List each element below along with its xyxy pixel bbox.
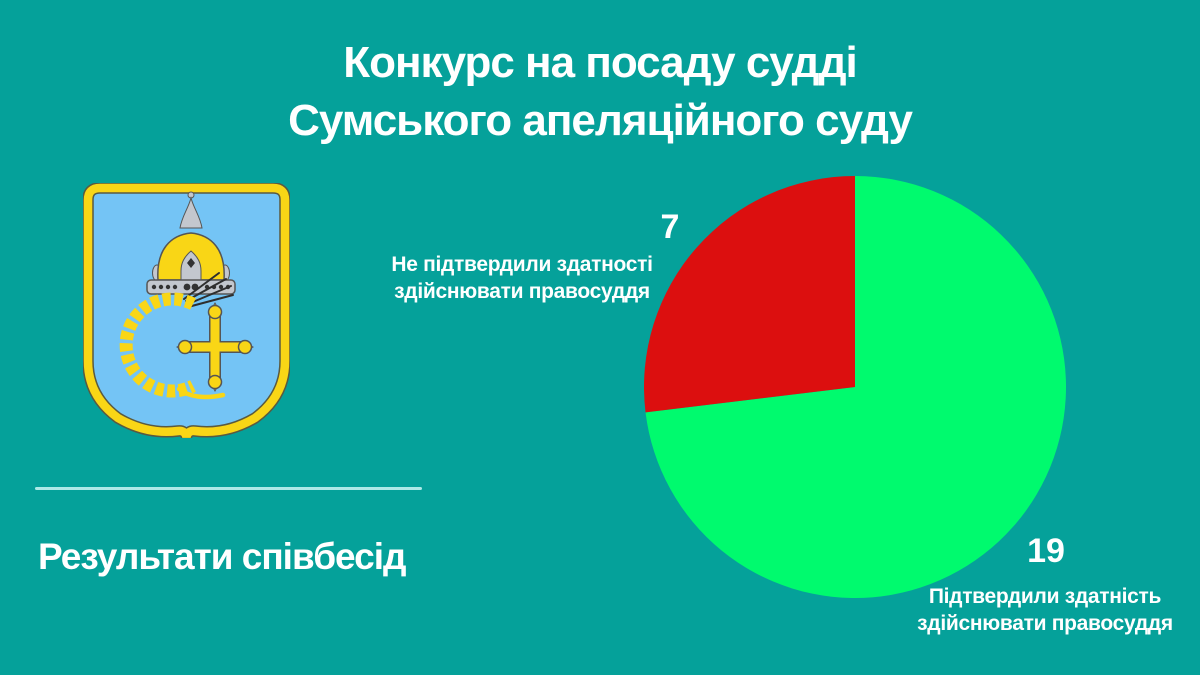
wheat-icon	[119, 272, 234, 400]
sumy-oblast-coat-of-arms-icon	[83, 183, 290, 438]
pie-label-not-confirmed-line2: здійснювати правосуддя	[394, 280, 650, 303]
pie-label-confirmed-line2: здійснювати правосуддя	[917, 612, 1173, 635]
pie-slice-confirmed	[645, 176, 1066, 598]
shield-icon	[83, 183, 290, 438]
pie-value-not-confirmed: 7	[660, 208, 680, 246]
cross-icon	[175, 301, 255, 393]
page-title-line1: Конкурс на посаду судді	[343, 38, 858, 87]
page-title-line2: Сумського апеляційного суду	[288, 96, 913, 145]
pie-chart	[644, 176, 1066, 598]
coat-of-arms-svg	[83, 183, 290, 438]
section-label: Результати співбесід	[38, 536, 406, 577]
divider-line	[35, 487, 422, 490]
pie-label-confirmed-line1: Підтвердили здатність	[928, 585, 1162, 608]
pie-label-not-confirmed: Не підтвердили здатності здійснювати пра…	[372, 251, 672, 305]
pie-value-confirmed: 19	[1027, 532, 1065, 570]
pie-label-not-confirmed-line1: Не підтвердили здатності	[391, 253, 653, 276]
pie-slice-not-confirmed	[644, 176, 855, 413]
pie-label-confirmed: Підтвердили здатність здійснювати правос…	[895, 583, 1195, 637]
page-title: Конкурс на посаду судді Сумського апеляц…	[20, 34, 1180, 150]
pie-chart-svg	[644, 176, 1066, 598]
